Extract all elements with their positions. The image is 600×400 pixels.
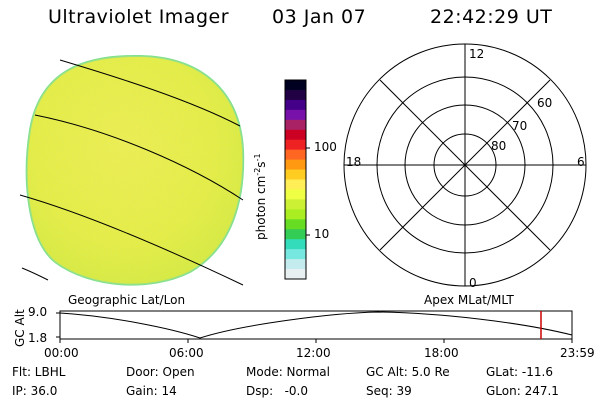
- status-gc-alt: GC Alt: 5.0 Re: [366, 365, 450, 379]
- status-door: Door: Open: [126, 365, 195, 379]
- colorbar-cell: [285, 89, 306, 101]
- timeline-xtick-0000: 00:00: [44, 346, 79, 360]
- colorbar-cell: [285, 209, 306, 220]
- colorbar-cell: [285, 239, 306, 250]
- colorbar-cell: [285, 259, 306, 270]
- colorbar-cell: [285, 199, 306, 210]
- polar-label-70: 70: [512, 119, 528, 133]
- geographic-caption: Geographic Lat/Lon: [68, 293, 186, 307]
- status-glon: GLon: 247.1: [486, 384, 559, 398]
- header-time: 22:42:29 UT: [430, 6, 553, 28]
- colorbar-cell: [285, 179, 306, 190]
- status-ip: IP: 36.0: [12, 384, 58, 398]
- status-seq: Seq: 39: [366, 384, 412, 398]
- colorbar-cell: [285, 119, 306, 131]
- colorbar: [284, 79, 310, 280]
- polar-label-12: 12: [469, 47, 485, 61]
- polar-label-80: 80: [491, 139, 507, 153]
- timeline-ylabel: GC Alt: [13, 309, 27, 347]
- status-mode: Mode: Normal: [246, 365, 330, 379]
- polar-plot: [343, 43, 587, 287]
- apex-caption: Apex MLat/MLT: [424, 293, 514, 307]
- status-glat: GLat: -11.6: [486, 365, 553, 379]
- colorbar-cell: [285, 189, 306, 200]
- geographic-grid-lines: [19, 59, 244, 286]
- polar-label-18: 18: [346, 155, 362, 169]
- colorbar-cell: [285, 169, 306, 180]
- header-date: 03 Jan 07: [272, 6, 367, 28]
- polar-label-0: 0: [469, 276, 477, 290]
- colorbar-cell: [285, 149, 306, 161]
- colorbar-cell: [285, 249, 306, 260]
- colorbar-cell: [285, 269, 306, 280]
- timeline-ytick-high: 9.0: [28, 305, 48, 319]
- timeline-xtick-1800: 18:00: [424, 346, 459, 360]
- colorbar-cell: [285, 129, 306, 141]
- colorbar-tick-10: 10: [314, 227, 330, 241]
- polar-label-6: 6: [577, 155, 585, 169]
- colorbar-cell: [285, 139, 306, 151]
- app-title: Ultraviolet Imager: [48, 6, 230, 28]
- colorbar-label: photon cm-2s-1: [253, 153, 268, 240]
- colorbar-cell: [285, 99, 306, 111]
- colorbar-cell: [285, 219, 306, 230]
- earth-image: [25, 54, 245, 286]
- polar-label-60: 60: [537, 96, 553, 110]
- timeline-xtick-1200: 12:00: [296, 346, 331, 360]
- timeline-xtick-0600: 06:00: [169, 346, 204, 360]
- status-filter: Flt: LBHL: [12, 365, 66, 379]
- status-gain: Gain: 14: [126, 384, 177, 398]
- colorbar-cell: [285, 229, 306, 240]
- timeline-xtick-2359: 23:59: [560, 346, 595, 360]
- timeline-ytick-low: 1.8: [28, 331, 48, 345]
- colorbar-cell: [285, 159, 306, 171]
- status-dsp: Dsp: -0.0: [246, 384, 309, 398]
- colorbar-tick-100: 100: [314, 140, 337, 154]
- colorbar-cell: [285, 80, 306, 91]
- colorbar-cell: [285, 109, 306, 121]
- altitude-timeline: [56, 310, 573, 343]
